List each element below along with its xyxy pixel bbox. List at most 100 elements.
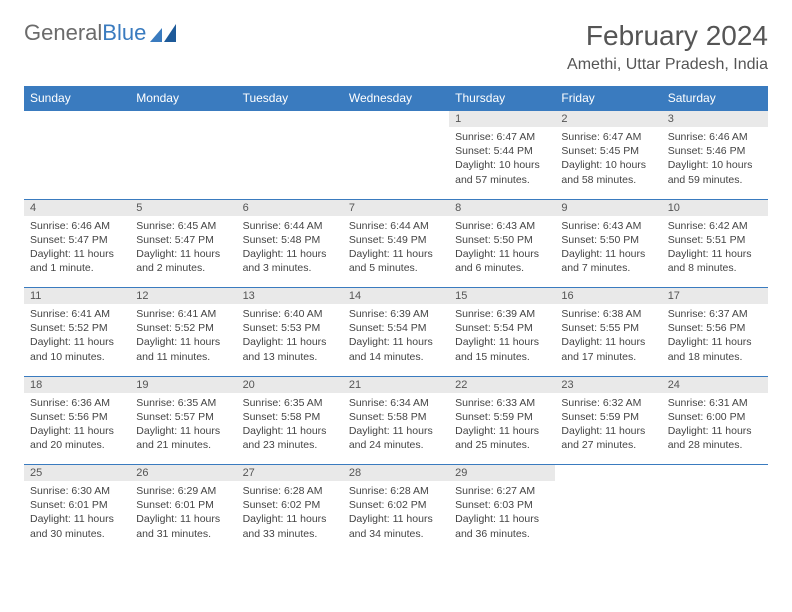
day2-text: and 14 minutes. — [349, 350, 443, 364]
sunrise-text: Sunrise: 6:37 AM — [668, 307, 762, 321]
weekday-header: Friday — [555, 86, 661, 111]
sunset-text: Sunset: 5:53 PM — [243, 321, 337, 335]
day1-text: Daylight: 11 hours — [30, 424, 124, 438]
sunrise-text: Sunrise: 6:39 AM — [349, 307, 443, 321]
day2-text: and 18 minutes. — [668, 350, 762, 364]
day2-text: and 7 minutes. — [561, 261, 655, 275]
day-cell: Sunrise: 6:44 AMSunset: 5:49 PMDaylight:… — [343, 216, 449, 288]
sunrise-text: Sunrise: 6:40 AM — [243, 307, 337, 321]
day2-text: and 1 minute. — [30, 261, 124, 275]
day-number: 1 — [449, 111, 555, 128]
day2-text: and 27 minutes. — [561, 438, 655, 452]
weekday-header: Tuesday — [237, 86, 343, 111]
day1-text: Daylight: 11 hours — [455, 247, 549, 261]
sunrise-text: Sunrise: 6:35 AM — [136, 396, 230, 410]
day-number — [555, 465, 661, 482]
day-cell: Sunrise: 6:45 AMSunset: 5:47 PMDaylight:… — [130, 216, 236, 288]
sunrise-text: Sunrise: 6:44 AM — [349, 219, 443, 233]
sunrise-text: Sunrise: 6:32 AM — [561, 396, 655, 410]
daynum-row: 45678910 — [24, 199, 768, 216]
day2-text: and 15 minutes. — [455, 350, 549, 364]
day-cell: Sunrise: 6:34 AMSunset: 5:58 PMDaylight:… — [343, 393, 449, 465]
day-cell: Sunrise: 6:27 AMSunset: 6:03 PMDaylight:… — [449, 481, 555, 553]
day-number: 16 — [555, 288, 661, 305]
sunrise-text: Sunrise: 6:41 AM — [136, 307, 230, 321]
day1-text: Daylight: 11 hours — [561, 247, 655, 261]
sunset-text: Sunset: 5:54 PM — [455, 321, 549, 335]
day-number: 28 — [343, 465, 449, 482]
day-number: 14 — [343, 288, 449, 305]
day-cell: Sunrise: 6:37 AMSunset: 5:56 PMDaylight:… — [662, 304, 768, 376]
day1-text: Daylight: 11 hours — [136, 512, 230, 526]
sunrise-text: Sunrise: 6:41 AM — [30, 307, 124, 321]
day-number: 20 — [237, 376, 343, 393]
weekday-header: Thursday — [449, 86, 555, 111]
day-cell: Sunrise: 6:35 AMSunset: 5:58 PMDaylight:… — [237, 393, 343, 465]
day1-text: Daylight: 11 hours — [349, 247, 443, 261]
sunset-text: Sunset: 5:45 PM — [561, 144, 655, 158]
sunset-text: Sunset: 5:51 PM — [668, 233, 762, 247]
day-number: 22 — [449, 376, 555, 393]
day-cell: Sunrise: 6:28 AMSunset: 6:02 PMDaylight:… — [343, 481, 449, 553]
day-cell: Sunrise: 6:41 AMSunset: 5:52 PMDaylight:… — [130, 304, 236, 376]
content-row: Sunrise: 6:36 AMSunset: 5:56 PMDaylight:… — [24, 393, 768, 465]
day-cell: Sunrise: 6:43 AMSunset: 5:50 PMDaylight:… — [449, 216, 555, 288]
logo-part1: General — [24, 20, 102, 45]
day2-text: and 25 minutes. — [455, 438, 549, 452]
day2-text: and 21 minutes. — [136, 438, 230, 452]
day-number: 12 — [130, 288, 236, 305]
day-number: 21 — [343, 376, 449, 393]
day-cell: Sunrise: 6:43 AMSunset: 5:50 PMDaylight:… — [555, 216, 661, 288]
sunrise-text: Sunrise: 6:29 AM — [136, 484, 230, 498]
daynum-row: 18192021222324 — [24, 376, 768, 393]
sunrise-text: Sunrise: 6:47 AM — [561, 130, 655, 144]
day1-text: Daylight: 11 hours — [455, 512, 549, 526]
title-block: February 2024 Amethi, Uttar Pradesh, Ind… — [567, 20, 768, 74]
calendar-body: 123Sunrise: 6:47 AMSunset: 5:44 PMDaylig… — [24, 111, 768, 554]
day2-text: and 30 minutes. — [30, 527, 124, 541]
sunset-text: Sunset: 5:44 PM — [455, 144, 549, 158]
day-cell: Sunrise: 6:38 AMSunset: 5:55 PMDaylight:… — [555, 304, 661, 376]
day1-text: Daylight: 11 hours — [349, 335, 443, 349]
day-number: 29 — [449, 465, 555, 482]
day-cell — [662, 481, 768, 553]
sunrise-text: Sunrise: 6:46 AM — [668, 130, 762, 144]
day-number: 25 — [24, 465, 130, 482]
sunset-text: Sunset: 5:55 PM — [561, 321, 655, 335]
sunset-text: Sunset: 5:50 PM — [455, 233, 549, 247]
sunset-text: Sunset: 5:58 PM — [349, 410, 443, 424]
sunrise-text: Sunrise: 6:44 AM — [243, 219, 337, 233]
sunset-text: Sunset: 5:46 PM — [668, 144, 762, 158]
sunset-text: Sunset: 6:00 PM — [668, 410, 762, 424]
day-cell: Sunrise: 6:32 AMSunset: 5:59 PMDaylight:… — [555, 393, 661, 465]
day2-text: and 10 minutes. — [30, 350, 124, 364]
day-number: 2 — [555, 111, 661, 128]
day-cell — [237, 127, 343, 199]
sunset-text: Sunset: 5:47 PM — [30, 233, 124, 247]
day-cell: Sunrise: 6:47 AMSunset: 5:44 PMDaylight:… — [449, 127, 555, 199]
day-cell — [343, 127, 449, 199]
day1-text: Daylight: 11 hours — [349, 512, 443, 526]
day-cell: Sunrise: 6:40 AMSunset: 5:53 PMDaylight:… — [237, 304, 343, 376]
day2-text: and 34 minutes. — [349, 527, 443, 541]
day2-text: and 59 minutes. — [668, 173, 762, 187]
day-number — [343, 111, 449, 128]
day-number: 23 — [555, 376, 661, 393]
sunrise-text: Sunrise: 6:45 AM — [136, 219, 230, 233]
sunset-text: Sunset: 5:56 PM — [30, 410, 124, 424]
sunrise-text: Sunrise: 6:28 AM — [349, 484, 443, 498]
day1-text: Daylight: 11 hours — [349, 424, 443, 438]
sunrise-text: Sunrise: 6:38 AM — [561, 307, 655, 321]
day-cell: Sunrise: 6:30 AMSunset: 6:01 PMDaylight:… — [24, 481, 130, 553]
logo-text: GeneralBlue — [24, 20, 146, 46]
day-cell: Sunrise: 6:46 AMSunset: 5:47 PMDaylight:… — [24, 216, 130, 288]
weekday-header: Wednesday — [343, 86, 449, 111]
day-number: 11 — [24, 288, 130, 305]
day-cell: Sunrise: 6:35 AMSunset: 5:57 PMDaylight:… — [130, 393, 236, 465]
day2-text: and 17 minutes. — [561, 350, 655, 364]
content-row: Sunrise: 6:46 AMSunset: 5:47 PMDaylight:… — [24, 216, 768, 288]
day1-text: Daylight: 10 hours — [668, 158, 762, 172]
sunset-text: Sunset: 5:56 PM — [668, 321, 762, 335]
content-row: Sunrise: 6:30 AMSunset: 6:01 PMDaylight:… — [24, 481, 768, 553]
day1-text: Daylight: 11 hours — [30, 335, 124, 349]
